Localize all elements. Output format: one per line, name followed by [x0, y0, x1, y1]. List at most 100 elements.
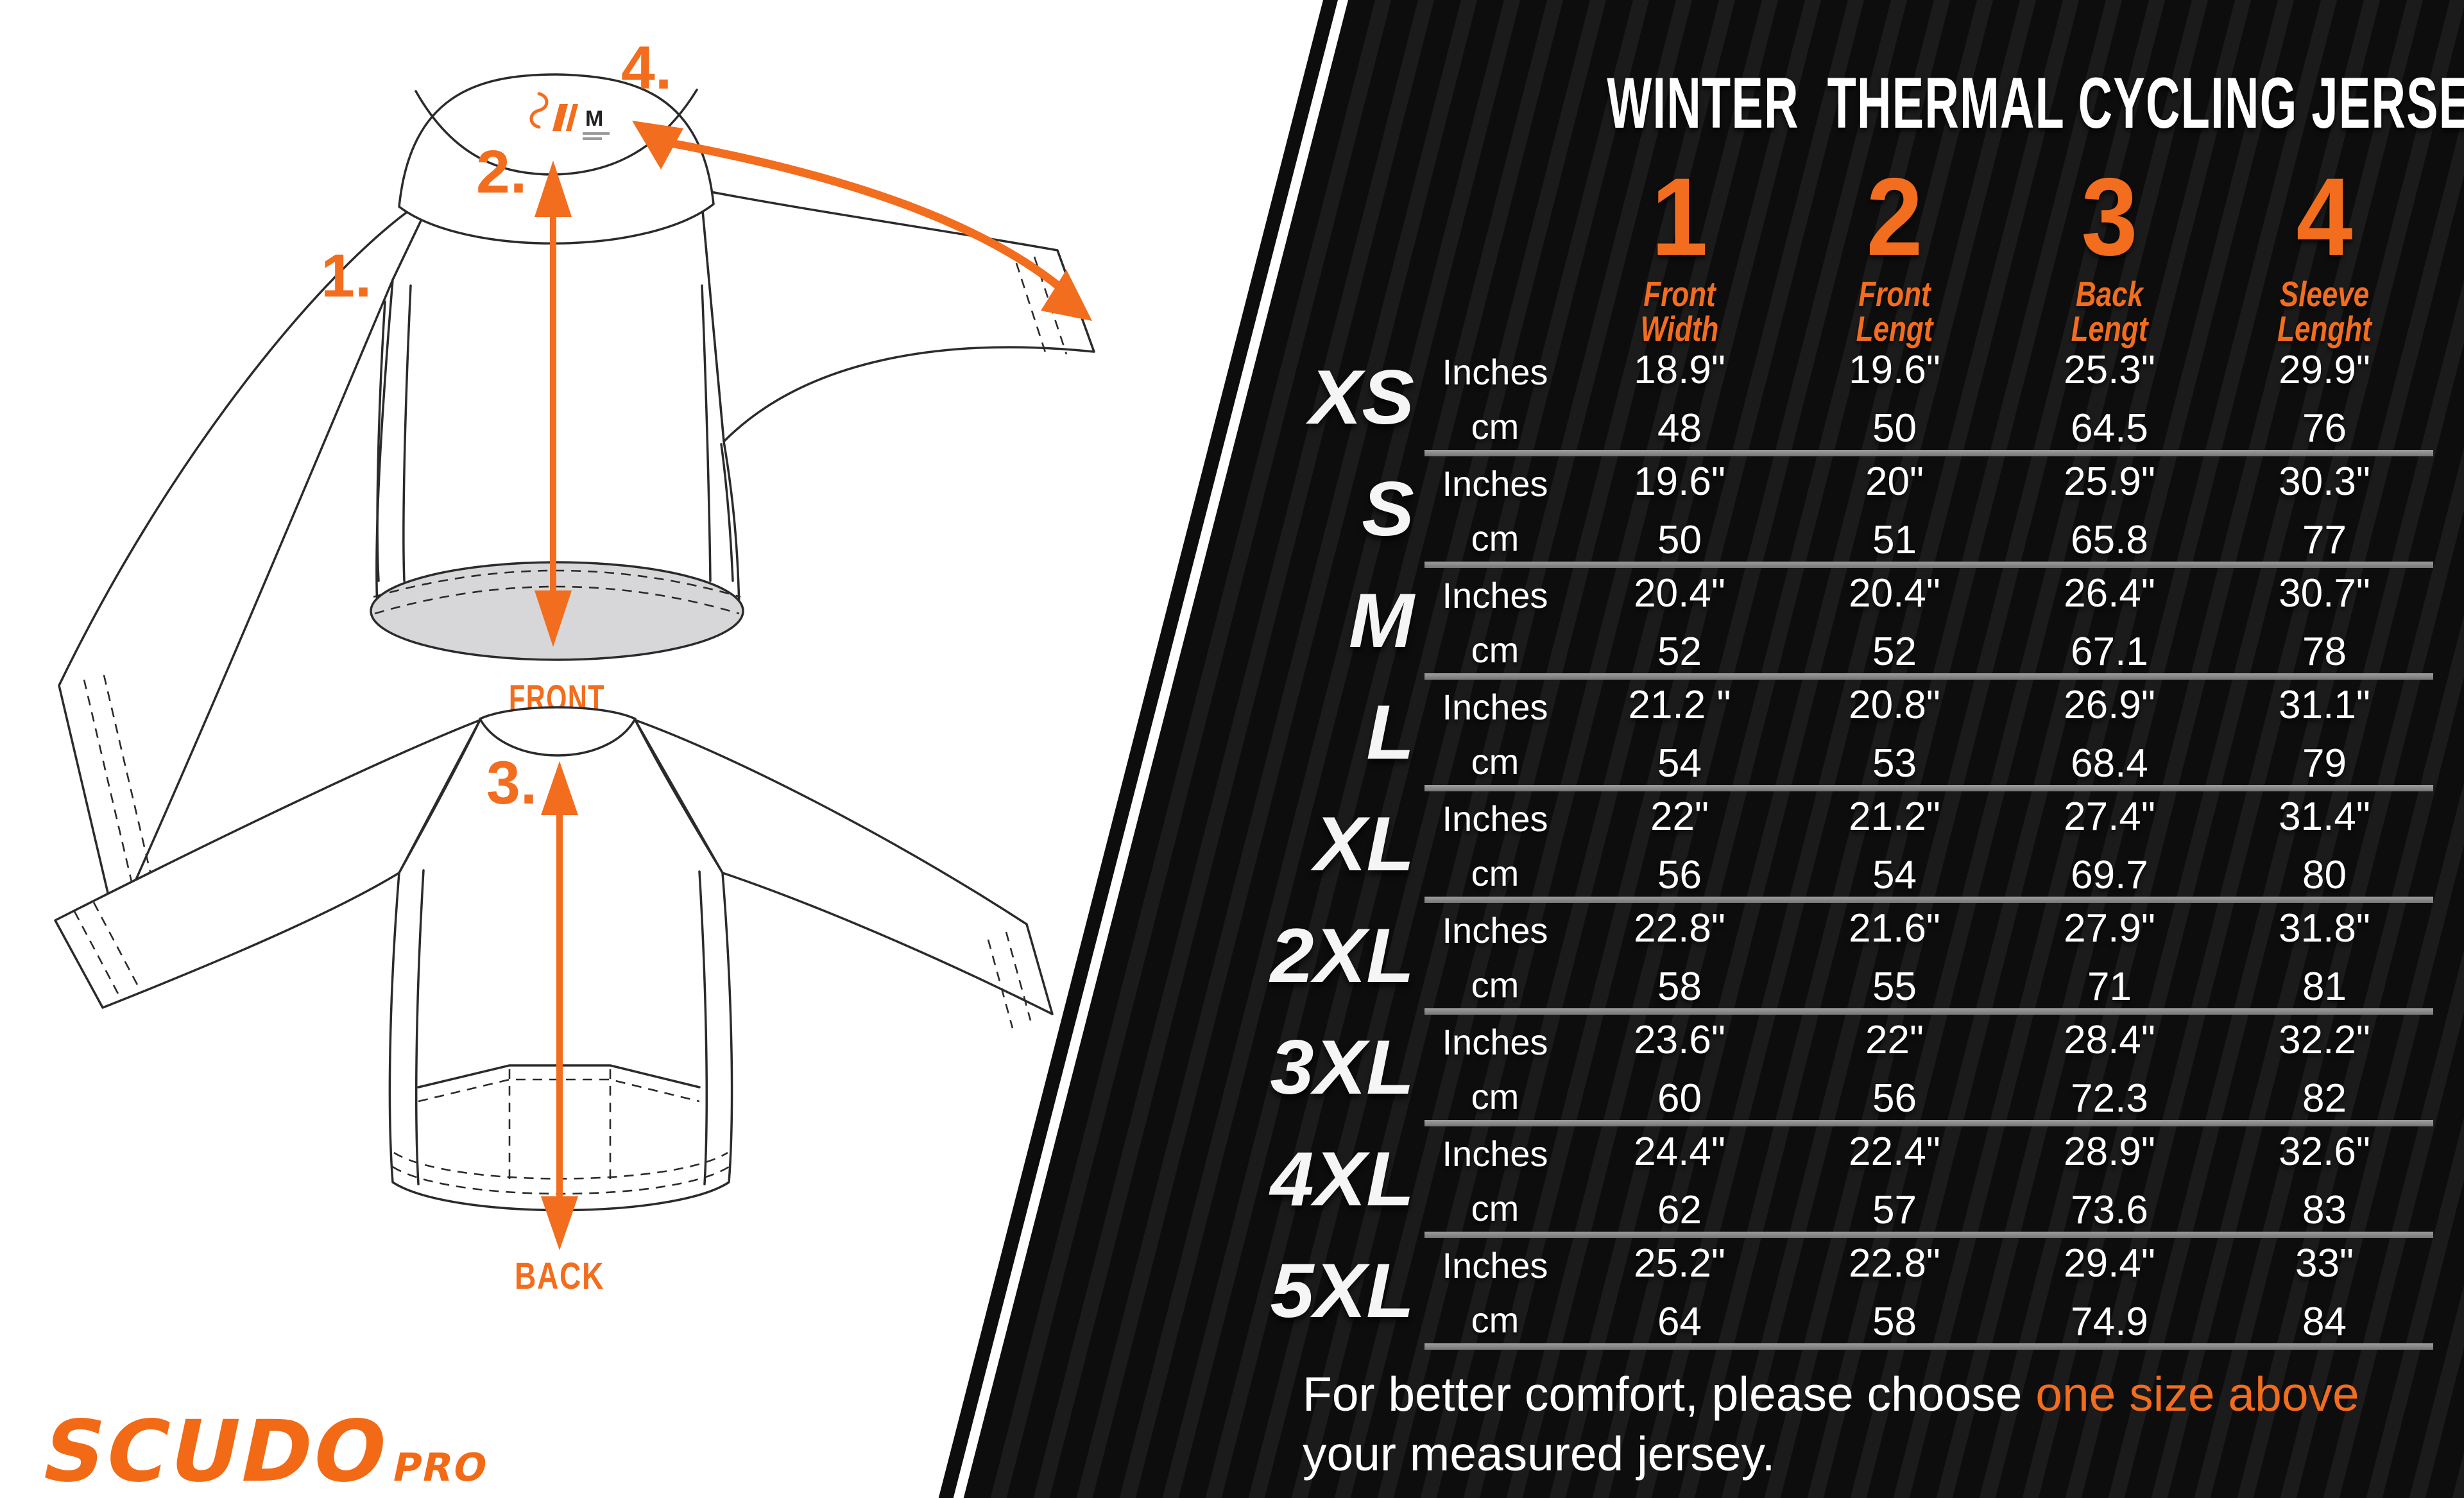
unit-labels: Inches cm	[1418, 788, 1572, 900]
value-inches: 21.2 "	[1628, 683, 1731, 727]
measurement-cell: 26.9" 68.4	[2002, 676, 2217, 788]
measurement-cell: 20.8" 53	[1787, 676, 2002, 788]
brand-logo-sub: PRO	[388, 1445, 493, 1490]
marker-3: 3.	[486, 749, 537, 817]
size-label: 3XL	[1270, 1024, 1414, 1110]
row-divider	[1425, 562, 2433, 568]
column-number: 2	[1866, 155, 1923, 279]
size-row-3XL: 3XL Inches cm 23.6" 60 22" 56 28.4" 72.3…	[1270, 1012, 2433, 1126]
measurement-cell: 25.2" 64	[1572, 1235, 1787, 1347]
unit-cm: cm	[1471, 630, 1519, 670]
measurement-cell: 20.4" 52	[1787, 565, 2002, 676]
value-inches: 20.4"	[1849, 571, 1940, 616]
measurement-cell: 22.8" 58	[1787, 1235, 2002, 1347]
back-left-sleeve	[54, 719, 481, 1009]
value-inches: 29.4"	[2064, 1241, 2155, 1286]
size-row-M: M Inches cm 20.4" 52 20.4" 52 26.4" 67.1…	[1303, 565, 2433, 680]
size-row-XS: XS Inches cm 18.9" 48 19.6" 50 25.3" 64.…	[1303, 341, 2433, 456]
row-divider	[1425, 1120, 2433, 1126]
measurement-cell: 25.9" 65.8	[2002, 453, 2217, 565]
value-inches: 21.6"	[1849, 906, 1940, 951]
value-cm: 82	[2302, 1076, 2347, 1121]
measurement-cell: 27.9" 71	[2002, 900, 2217, 1012]
column-number: 3	[2081, 155, 2138, 279]
measurement-cell: 20.4" 52	[1572, 565, 1787, 676]
value-cm: 57	[1872, 1188, 1917, 1232]
column-number: 4	[2296, 155, 2353, 279]
value-inches: 31.8"	[2279, 906, 2370, 951]
size-row-5XL: 5XL Inches cm 25.2" 64 22.8" 58 29.4" 74…	[1270, 1235, 2433, 1350]
unit-labels: Inches cm	[1418, 900, 1572, 1012]
marker-4: 4.	[621, 34, 672, 102]
unit-inches: Inches	[1442, 1245, 1548, 1286]
brand-logo-text: SCUDO	[33, 1402, 398, 1498]
size-label: M	[1348, 578, 1414, 664]
value-cm: 73.6	[2071, 1188, 2148, 1232]
note-highlight: one size above	[2035, 1367, 2359, 1421]
brand-logo: SCUDOPRO	[33, 1402, 502, 1498]
measurement-cell: 23.6" 60	[1572, 1012, 1787, 1123]
collar-tag: M	[529, 92, 610, 140]
unit-inches: Inches	[1442, 910, 1548, 951]
row-divider	[1425, 785, 2433, 791]
measurement-cell: 24.4" 62	[1572, 1123, 1787, 1235]
measurement-cell: 30.3" 77	[2217, 453, 2432, 565]
value-cm: 48	[1657, 406, 1702, 451]
value-inches: 31.4"	[2279, 795, 2370, 839]
value-inches: 20.4"	[1634, 571, 1725, 616]
unit-labels: Inches cm	[1418, 1012, 1572, 1123]
value-inches: 25.2"	[1634, 1241, 1725, 1286]
value-inches: 21.2"	[1849, 795, 1940, 839]
measure-arrow-2	[535, 160, 572, 647]
size-label: S	[1362, 466, 1414, 552]
measurement-cell: 20" 51	[1787, 453, 2002, 565]
measurement-cell: 22" 56	[1572, 788, 1787, 900]
value-cm: 55	[1872, 965, 1917, 1009]
unit-inches: Inches	[1442, 687, 1548, 727]
measurement-cell: 32.2" 82	[2217, 1012, 2432, 1123]
back-view-label: BACK	[515, 1255, 604, 1297]
value-inches: 22.4"	[1849, 1130, 1940, 1174]
size-label: XL	[1313, 801, 1414, 887]
front-body	[375, 189, 740, 611]
size-row-2XL: 2XL Inches cm 22.8" 58 21.6" 55 27.9" 71…	[1270, 900, 2433, 1015]
note-suffix: your measured jersey.	[1303, 1427, 1775, 1481]
value-cm: 62	[1657, 1188, 1702, 1232]
value-cm: 78	[2302, 630, 2347, 674]
value-cm: 56	[1657, 853, 1702, 897]
measurement-cell: 31.8" 81	[2217, 900, 2432, 1012]
size-table: XS Inches cm 18.9" 48 19.6" 50 25.3" 64.…	[1270, 341, 2433, 1350]
unit-inches: Inches	[1442, 1022, 1548, 1062]
value-inches: 33"	[2295, 1241, 2354, 1286]
value-inches: 23.6"	[1634, 1018, 1725, 1062]
measurement-cell: 19.6" 50	[1787, 341, 2002, 453]
measurement-cell: 29.4" 74.9	[2002, 1235, 2217, 1347]
size-label: 2XL	[1270, 913, 1414, 999]
value-cm: 76	[2302, 406, 2347, 451]
measurement-cell: 28.9" 73.6	[2002, 1123, 2217, 1235]
measurement-cell: 21.6" 55	[1787, 900, 2002, 1012]
value-cm: 67.1	[2071, 630, 2148, 674]
note-prefix: For better comfort, please choose	[1303, 1367, 2036, 1421]
size-label: 4XL	[1270, 1136, 1414, 1222]
value-inches: 18.9"	[1634, 348, 1725, 392]
value-cm: 58	[1872, 1300, 1917, 1344]
value-cm: 52	[1657, 630, 1702, 674]
measurement-cell: 32.6" 83	[2217, 1123, 2432, 1235]
value-cm: 50	[1872, 406, 1917, 451]
unit-inches: Inches	[1442, 575, 1548, 616]
column-header-back-length: 3 Back Lengt	[2002, 162, 2217, 347]
value-cm: 53	[1872, 741, 1917, 786]
unit-cm: cm	[1471, 965, 1519, 1005]
size-label: XS	[1309, 354, 1414, 440]
measurement-cell: 31.1" 79	[2217, 676, 2432, 788]
value-inches: 19.6"	[1634, 460, 1725, 504]
column-label: Front Width	[1640, 274, 1719, 349]
measurement-cell: 21.2 " 54	[1572, 676, 1787, 788]
value-cm: 68.4	[2071, 741, 2148, 786]
value-cm: 60	[1657, 1076, 1702, 1121]
value-cm: 58	[1657, 965, 1702, 1009]
size-row-4XL: 4XL Inches cm 24.4" 62 22.4" 57 28.9" 73…	[1270, 1123, 2433, 1238]
value-inches: 27.4"	[2064, 795, 2155, 839]
